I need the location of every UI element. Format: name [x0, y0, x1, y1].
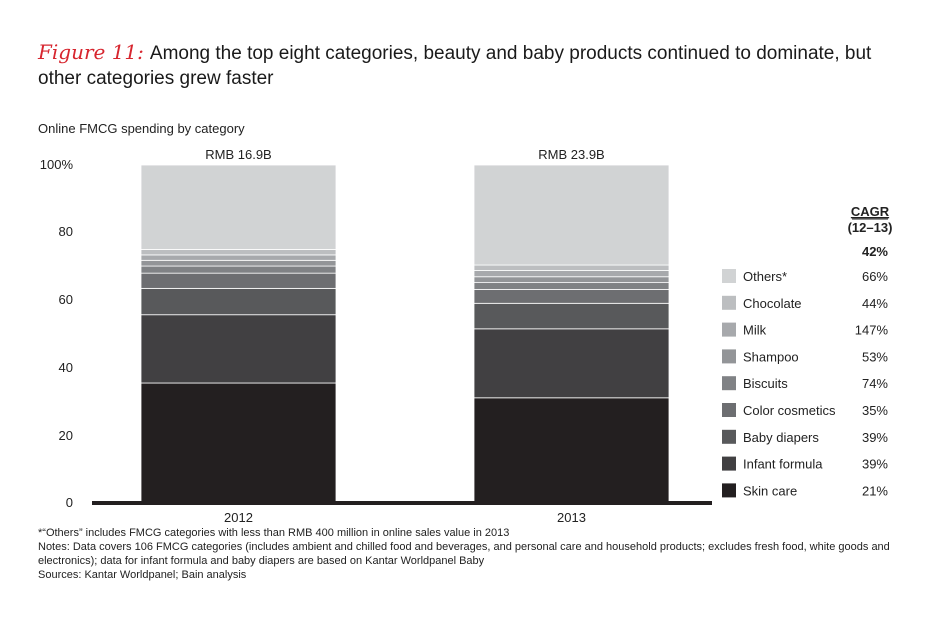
legend-swatch — [722, 403, 736, 417]
legend-label: Baby diapers — [743, 430, 819, 445]
bar-total-label: RMB 23.9B — [538, 147, 604, 162]
x-tick-label: 2013 — [557, 510, 586, 525]
legend-cagr-value: 44% — [862, 296, 888, 311]
legend-cagr-value: 74% — [862, 376, 888, 391]
legend-label: Milk — [743, 323, 767, 338]
bar-segment-chocolate — [140, 249, 337, 256]
legend-label: Infant formula — [743, 457, 823, 472]
y-tick-label: 100% — [40, 157, 74, 172]
legend-label: Chocolate — [743, 296, 802, 311]
legend-cagr-value: 147% — [855, 323, 889, 338]
bar-segment-skin-care — [140, 382, 337, 504]
bar-segment-skin-care — [473, 397, 670, 504]
legend-swatch — [722, 349, 736, 364]
y-tick-label: 80 — [59, 224, 73, 239]
y-tick-label: 0 — [66, 495, 73, 510]
bar-segment-shampoo — [140, 259, 337, 267]
legend-cagr-value: 53% — [862, 349, 888, 364]
bar-segment-biscuits — [140, 265, 337, 274]
footnotes: *“Others” includes FMCG categories with … — [38, 526, 918, 582]
figure-label: Figure 11: — [38, 40, 144, 64]
legend-label: Shampoo — [743, 349, 799, 364]
legend-swatch — [722, 322, 736, 337]
cagr-period: (12–13) — [848, 220, 893, 235]
bar-segment-color-cosmetics — [140, 272, 337, 289]
bar-segment-baby-diapers — [473, 302, 670, 330]
bar-segment-infant-formula — [140, 314, 337, 384]
title-text: Among the top eight categories, beauty a… — [38, 43, 872, 89]
bar-segment-infant-formula — [473, 328, 670, 399]
others-footnote: *“Others” includes FMCG categories with … — [38, 527, 510, 539]
y-tick-label: 20 — [59, 428, 73, 443]
bar-segment-color-cosmetics — [473, 289, 670, 304]
cagr-header: CAGR — [851, 204, 890, 219]
legend-label: Biscuits — [743, 376, 788, 391]
legend-swatch — [722, 483, 736, 498]
legend-cagr-value: 66% — [862, 269, 888, 284]
bar-segment-milk — [473, 270, 670, 278]
legend-cagr-value: 35% — [862, 403, 888, 418]
chart-subtitle: Online FMCG spending by category — [38, 121, 245, 136]
bar-segment-others — [473, 164, 670, 266]
legend-label: Others* — [743, 269, 787, 284]
legend-swatch — [722, 295, 736, 310]
legend-cagr-value: 39% — [862, 430, 888, 445]
bar-total-label: RMB 16.9B — [205, 147, 271, 162]
bar-segment-biscuits — [473, 282, 670, 290]
cagr-total: 42% — [862, 244, 888, 259]
y-tick-label: 60 — [59, 292, 73, 307]
sources-footnote: Sources: Kantar Worldpanel; Bain analysi… — [38, 569, 247, 581]
data-footnote: Notes: Data covers 106 FMCG categories (… — [38, 541, 890, 567]
chart-title: Figure 11: Among the top eight categories… — [38, 40, 918, 91]
bar-segment-chocolate — [473, 264, 670, 271]
legend-cagr-value: 39% — [862, 457, 888, 472]
x-tick-label: 2012 — [224, 510, 253, 525]
legend-cagr-value: 21% — [862, 483, 888, 498]
bar-segment-shampoo — [473, 276, 670, 284]
legend-swatch — [722, 269, 736, 283]
y-tick-label: 40 — [59, 360, 73, 375]
legend-swatch — [722, 376, 736, 391]
bar-segment-milk — [140, 254, 337, 261]
legend-swatch — [722, 456, 736, 471]
legend-label: Color cosmetics — [743, 403, 836, 418]
legend-label: Skin care — [743, 483, 797, 498]
legend-swatch — [722, 429, 736, 444]
bar-segment-baby-diapers — [140, 287, 337, 316]
bar-segment-others — [140, 164, 337, 250]
